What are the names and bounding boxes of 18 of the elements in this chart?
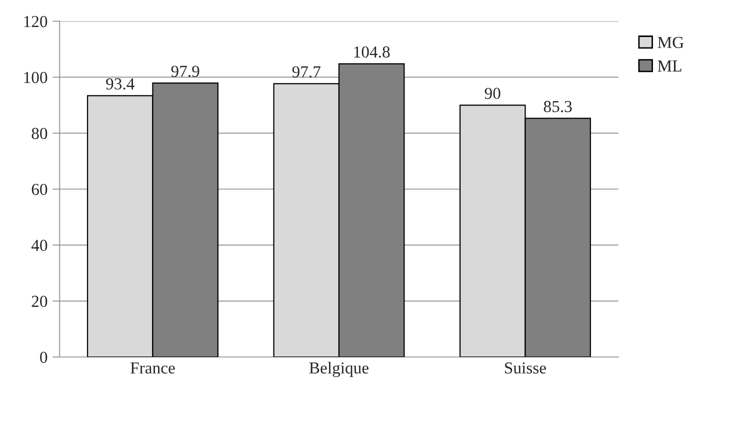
x-tick-label: France [130,362,175,374]
data-label: 93.4 [106,78,134,90]
y-tick-label: 0 [40,352,48,363]
data-label: 97.7 [292,66,320,78]
y-tick-label: 120 [24,16,48,28]
y-tick-label: 20 [32,296,48,307]
y-tick-label: 80 [32,128,48,140]
data-label: 85.3 [544,100,572,112]
data-label: 97.9 [171,66,200,77]
x-tick-label: Belgique [309,362,368,378]
x-tick-label: Suisse [505,362,546,374]
y-tick-label: 60 [32,184,48,196]
data-label: 104.8 [354,46,390,58]
legend-label: ML [658,60,682,72]
legend-label: MG [658,36,684,48]
y-tick-label: 40 [31,240,48,252]
data-label: 90 [484,88,500,100]
y-tick-label: 100 [24,72,48,84]
